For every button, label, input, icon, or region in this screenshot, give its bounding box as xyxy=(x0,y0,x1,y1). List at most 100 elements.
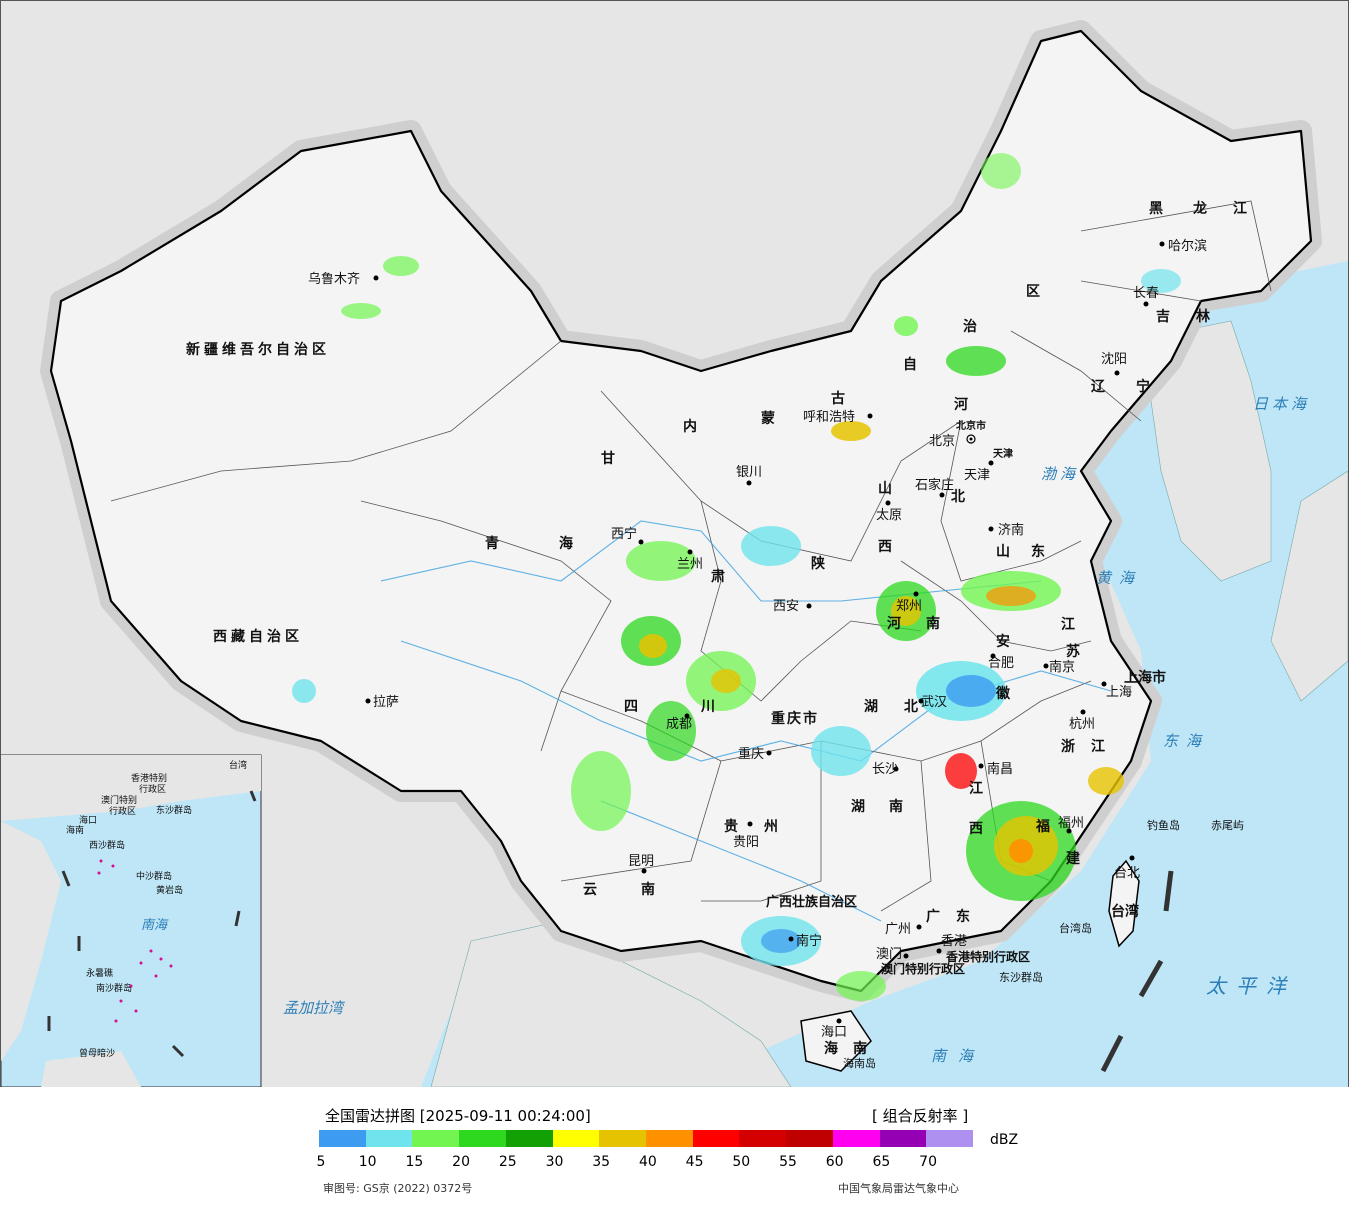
region-label: 福 xyxy=(1035,818,1050,835)
region-label: 江 xyxy=(1061,616,1075,633)
region-label: 台湾 xyxy=(1111,903,1139,920)
region-label: 东 xyxy=(956,908,970,925)
city-label: 合肥 xyxy=(988,656,1014,671)
inset-label: 海南 xyxy=(66,824,84,836)
legend-swatch xyxy=(832,1130,880,1147)
region-label: 龙 xyxy=(1192,200,1207,217)
echo-blob xyxy=(946,346,1006,376)
inset-label: 南海 xyxy=(141,918,169,933)
echo-blob xyxy=(626,541,696,581)
region-label: 陕 xyxy=(811,555,825,572)
region-label: 上海市 xyxy=(1124,669,1166,686)
echo-blob xyxy=(571,751,631,831)
region-label: 自 xyxy=(903,356,917,373)
legend-swatch xyxy=(739,1130,787,1147)
inset-label: 中沙群岛 xyxy=(136,870,172,882)
echo-blob xyxy=(946,675,996,707)
region-label: 建 xyxy=(1066,850,1080,867)
maritime-boundary xyxy=(1100,870,1174,1073)
inset-label: 永暑礁 xyxy=(86,967,113,979)
echo-blob xyxy=(1088,767,1124,795)
approval-number: 审图号: GS京 (2022) 0372号 xyxy=(323,1182,473,1195)
region-label: 浙 xyxy=(1061,738,1075,755)
sea-label: 孟加拉湾 xyxy=(283,999,346,1017)
echo-blob xyxy=(341,303,381,319)
inset-label: 曾母暗沙 xyxy=(79,1047,115,1059)
city-label: 济南 xyxy=(998,522,1024,538)
echo-blob xyxy=(711,669,741,693)
region-label: 安 xyxy=(996,633,1010,650)
legend-tick: 60 xyxy=(825,1154,844,1170)
city-label: 沈阳 xyxy=(1101,352,1127,367)
city-label: 郑州 xyxy=(896,599,922,614)
region-label: 川 xyxy=(700,699,715,715)
region-label: 州 xyxy=(763,819,778,835)
region-label: 肃 xyxy=(711,568,725,585)
region-label: 蒙 xyxy=(761,410,775,427)
city-label: 天津 xyxy=(964,468,990,483)
legend-tick: 40 xyxy=(638,1154,657,1170)
product-name: [ 组合反射率 ] xyxy=(872,1107,969,1125)
echo-blob xyxy=(741,526,801,566)
island-label: 海南岛 xyxy=(843,1056,876,1070)
region-label: 北京市 xyxy=(956,419,986,432)
city-label: 西宁 xyxy=(611,526,637,542)
data-source: 中国气象局雷达气象中心 xyxy=(838,1182,959,1195)
legend-panel: 全国雷达拼图 [2025-09-11 00:24:00] [ 组合反射率 ] d… xyxy=(0,1087,1349,1208)
city-label: 成都 xyxy=(666,717,692,732)
echo-blob xyxy=(639,634,667,658)
island-label: 台湾岛 xyxy=(1059,921,1092,935)
echo-blob xyxy=(811,726,871,776)
region-label: 湖 xyxy=(864,699,878,715)
legend-swatch xyxy=(365,1130,413,1147)
region-label: 治 xyxy=(963,318,977,335)
city-label: 贵阳 xyxy=(733,835,759,850)
inset-label: 西沙群岛 xyxy=(89,839,125,851)
inset-label: 行政区 xyxy=(109,805,136,817)
legend-swatch xyxy=(786,1130,833,1147)
region-label: 广 xyxy=(926,908,940,925)
region-label: 江 xyxy=(1233,200,1247,217)
inset-label: 澳门特别 xyxy=(101,794,137,806)
inset-label: 黄岩岛 xyxy=(156,884,183,896)
region-label: 东 xyxy=(1031,543,1045,560)
taiwan-island xyxy=(1108,859,1140,948)
region-label: 海 xyxy=(824,1040,838,1057)
color-scale xyxy=(319,1130,974,1147)
legend-tick: 70 xyxy=(919,1154,938,1170)
city-label: 澳门 xyxy=(876,946,902,962)
region-label: 江 xyxy=(969,780,983,797)
city-label: 呼和浩特 xyxy=(803,410,855,425)
echo-blob xyxy=(292,679,316,703)
city-label: 南昌 xyxy=(987,761,1013,777)
region-label: 南 xyxy=(926,615,940,632)
region-label: 西 xyxy=(969,821,983,837)
sea-label: 黄海 xyxy=(1096,569,1142,587)
legend-swatch xyxy=(646,1130,693,1147)
inset-label: 香港特别 xyxy=(131,772,167,784)
city-label: 广州 xyxy=(885,922,911,937)
legend-swatch xyxy=(879,1130,927,1147)
city-label: 昆明 xyxy=(628,854,654,869)
region-label: 河 xyxy=(954,396,968,413)
region-label: 内 xyxy=(683,418,697,435)
legend-tick: 25 xyxy=(498,1154,517,1170)
region-label: 徽 xyxy=(995,685,1011,702)
region-label: 西 xyxy=(878,539,892,555)
region-label: 贵 xyxy=(724,818,738,835)
legend-swatch xyxy=(459,1130,506,1147)
legend-tick: 30 xyxy=(545,1154,564,1170)
south-china-sea-inset: 西沙群岛 中沙群岛 黄岩岛 永暑礁 南沙群岛 曾母暗沙 海南 海口 东沙群岛 台… xyxy=(1,754,262,1087)
region-label: 辽 xyxy=(1091,379,1106,395)
echo-blob xyxy=(894,316,918,336)
city-label: 重庆 xyxy=(738,746,764,762)
region-label: 新疆维吾尔自治区 xyxy=(186,341,330,358)
region-label: 广西壮族自治区 xyxy=(766,894,857,910)
region-label: 林 xyxy=(1196,308,1210,325)
echo-blob xyxy=(1141,269,1181,293)
city-label: 兰州 xyxy=(677,557,703,572)
region-label: 西藏自治区 xyxy=(213,628,303,645)
legend-tick: 45 xyxy=(685,1154,704,1170)
radar-map[interactable]: 新疆维吾尔自治区 西藏自治区 青 海 内 蒙 古 自 治 区 黑 龙 江 吉 林… xyxy=(0,0,1349,1088)
city-label: 台北 xyxy=(1114,866,1140,881)
